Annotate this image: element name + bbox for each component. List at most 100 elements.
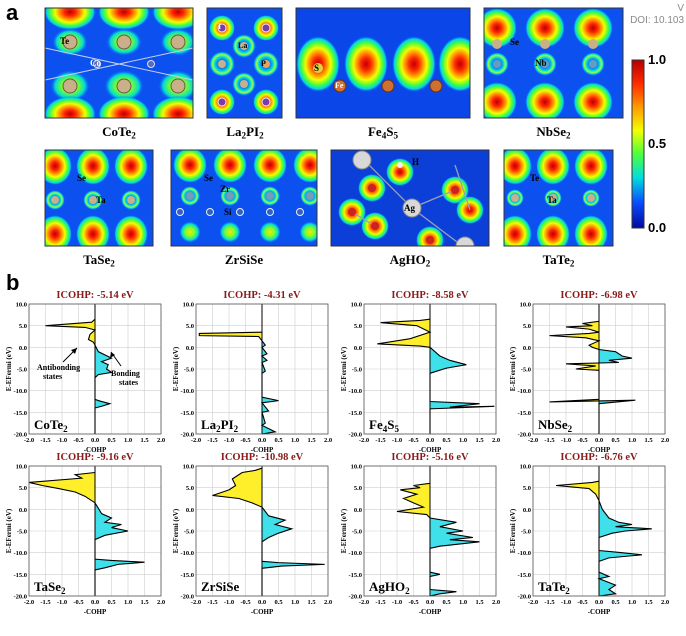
y-tick-label: -5.0 [17, 529, 27, 536]
x-tick-label: -1.0 [57, 599, 67, 606]
x-tick-label: -1.0 [561, 437, 571, 444]
y-tick-label: 10.0 [520, 464, 531, 471]
map-caption-nbse2: NbSe2 [536, 124, 571, 141]
x-tick-label: 2.0 [492, 599, 500, 606]
y-tick-label: 0.0 [523, 507, 531, 514]
x-tick-label: -0.5 [240, 599, 251, 606]
x-tick-label: -1.5 [40, 437, 51, 444]
atom-label: Nb [535, 58, 547, 68]
cohp-curve [45, 318, 113, 434]
cohp-chart-5: 10.0 5.0 0.0 -5.0 -10.0 -15.0 -20.0-2.0 -1.5 -1.… [172, 452, 332, 616]
cohp-curve [28, 471, 145, 596]
x-tick-label: 0.5 [442, 599, 451, 606]
cohp-chart-4: 10.0 5.0 0.0 -5.0 -10.0 -15.0 -20.0-2.0 -1.5 -1.… [5, 452, 165, 616]
y-tick-label: -20.0 [348, 432, 362, 439]
map-caption-cote2: CoTe2 [102, 124, 136, 141]
x-tick-label: 0.0 [426, 437, 434, 444]
y-tick-label: -5.0 [17, 367, 27, 374]
x-tick-label: 1.0 [459, 437, 467, 444]
atom-label: P [261, 59, 266, 68]
x-tick-label: 0.5 [107, 437, 116, 444]
y-tick-label: -10.0 [180, 550, 194, 557]
y-tick-label: 5.0 [354, 485, 362, 492]
y-tick-label: -5.0 [184, 367, 194, 374]
map-caption-agho2: AgHO2 [389, 252, 431, 269]
y-tick-label: 5.0 [19, 323, 27, 330]
x-axis-label: -COHP [251, 446, 274, 454]
x-tick-label: 0.5 [107, 599, 116, 606]
x-tick-label: 2.0 [324, 437, 332, 444]
elf-map-tate2 [504, 150, 613, 246]
compound-label: La2PI2 [201, 417, 239, 434]
y-tick-label: 0.0 [523, 345, 531, 352]
x-tick-label: -1.0 [392, 599, 402, 606]
compound-label: Fe4S5 [369, 417, 399, 434]
atom-label: I [218, 22, 222, 31]
compound-label: ZrSiSe [201, 579, 240, 594]
icohp-title: ICOHP: -4.31 eV [223, 290, 301, 301]
cohp-curve [377, 318, 495, 434]
x-tick-label: 0.0 [258, 599, 266, 606]
x-tick-label: 1.5 [307, 437, 316, 444]
antibonding-label: states [43, 372, 62, 381]
y-tick-label: -5.0 [352, 529, 362, 536]
y-tick-label: 5.0 [19, 485, 27, 492]
x-tick-label: -1.5 [375, 437, 386, 444]
y-tick-label: 5.0 [186, 323, 194, 330]
atom-label: Ag [404, 203, 415, 213]
plot-frame [363, 465, 497, 597]
cohp-curve [198, 331, 279, 435]
y-axis-label: E-EFermi (eV) [172, 346, 180, 391]
y-tick-label: -5.0 [184, 529, 194, 536]
plot-frame [532, 465, 666, 597]
x-tick-label: -1.0 [561, 599, 571, 606]
x-tick-label: -1.5 [544, 437, 555, 444]
atom-label: Se [204, 173, 213, 183]
antibonding-fill [212, 468, 262, 596]
x-tick-label: -0.5 [240, 437, 251, 444]
elf-map-zrsise [171, 150, 317, 246]
panel-b-label: b [6, 270, 20, 295]
x-tick-label: 0.0 [595, 599, 603, 606]
atom-label: Te [530, 173, 540, 183]
y-tick-label: -10.0 [517, 388, 531, 395]
x-axis-label: -COHP [251, 608, 274, 616]
y-tick-label: -5.0 [352, 367, 362, 374]
antibonding-fill [556, 481, 599, 596]
x-tick-label: -1.5 [207, 437, 218, 444]
atom-label: Zr [220, 184, 230, 194]
x-tick-label: -2.0 [359, 599, 369, 606]
antibonding-fill [29, 472, 95, 596]
x-tick-label: 1.0 [124, 599, 132, 606]
x-tick-label: -0.5 [73, 599, 84, 606]
x-tick-label: -0.5 [73, 437, 84, 444]
elf-map-fe4s5 [296, 8, 470, 118]
bonding-fill [430, 319, 495, 434]
x-tick-label: -0.5 [577, 599, 588, 606]
x-tick-label: -1.0 [57, 437, 67, 444]
elf-map-la2pi2 [207, 8, 282, 118]
y-tick-label: 10.0 [351, 302, 362, 309]
map-caption-la2pi2: La2PI2 [226, 124, 264, 141]
x-tick-label: -2.0 [528, 437, 538, 444]
map-caption-zrsise: ZrSiSe [224, 252, 264, 267]
x-tick-label: 1.5 [644, 599, 653, 606]
x-tick-label: -1.5 [544, 599, 555, 606]
icohp-title: ICOHP: -5.14 eV [56, 290, 134, 301]
atom-label: Te [60, 36, 70, 46]
x-tick-label: 1.0 [124, 437, 132, 444]
x-tick-label: 1.5 [475, 599, 484, 606]
y-axis-label: E-EFermi (eV) [5, 508, 13, 553]
map-caption-fe4s5: Fe4S5 [367, 124, 399, 141]
y-tick-label: -5.0 [521, 367, 531, 374]
atom-label: S [314, 63, 320, 73]
bonding-fill [599, 481, 652, 596]
panel-a-label: a [6, 0, 19, 25]
y-tick-label: -10.0 [348, 388, 362, 395]
x-tick-label: 2.0 [157, 599, 165, 606]
icohp-title: ICOHP: -8.58 eV [391, 290, 469, 301]
arrow-head [110, 352, 115, 358]
x-tick-label: 2.0 [492, 437, 500, 444]
atom-label: Ta [96, 195, 106, 205]
icohp-title: ICOHP: -6.98 eV [560, 290, 638, 301]
